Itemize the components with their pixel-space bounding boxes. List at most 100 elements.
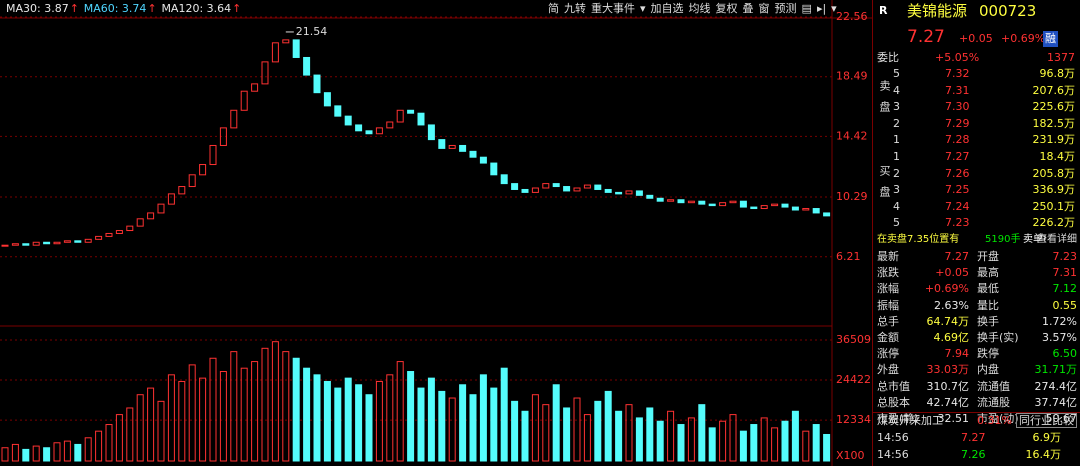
side-label: 卖盘 (873, 80, 891, 140)
price: 7.27 (907, 27, 945, 47)
candle (719, 202, 727, 207)
book-price: 7.28 (945, 133, 970, 147)
volume-bar (719, 420, 727, 462)
tick-row: 14:56 7.26 16.4万 (873, 447, 1080, 463)
volume-bar (313, 374, 321, 462)
volume-bar (490, 387, 498, 462)
toolbar-button[interactable]: ▸| (817, 2, 826, 15)
chart: MA30: 3.87 ↑ MA60: 3.74 ↑ MA120: 3.64 ↑ 简九转 重大事… (0, 0, 872, 466)
volume-bar (188, 364, 196, 462)
stat-value: 50.67 (1045, 412, 1078, 425)
volume-bar (323, 380, 331, 462)
volume-bar (136, 394, 144, 462)
tag: 融 (1043, 31, 1058, 47)
book-volume: 336.9万 (1032, 183, 1076, 197)
volume-bar (199, 377, 207, 462)
book-volume: 205.8万 (1032, 166, 1076, 180)
candle (240, 90, 248, 111)
stat-label: 振幅 (877, 298, 899, 312)
toolbar-button[interactable]: 重大事件 (591, 1, 635, 15)
candle (323, 92, 331, 107)
candle (84, 238, 92, 243)
stock-code: 000723 (979, 2, 1037, 20)
notice-text: 在卖盘7.35位置有 (877, 234, 960, 245)
industry-link[interactable]: 同行业比较 (1016, 413, 1077, 428)
book-price: 7.31 (945, 83, 970, 97)
candle (635, 190, 643, 196)
stat-label: 换手 (977, 314, 999, 328)
candle (677, 199, 685, 204)
candle (396, 109, 404, 123)
header: R 美锦能源 000723 (873, 3, 1080, 23)
stat-label: 换手(实) (977, 331, 1019, 344)
toolbar-button[interactable]: 预测 (775, 2, 797, 15)
book-volume: 207.6万 (1032, 83, 1076, 97)
stat-label: 金额 (877, 331, 899, 344)
candle (11, 243, 19, 246)
candle (583, 184, 591, 189)
toolbar-button[interactable]: 均线 (689, 1, 711, 15)
volume-bar (105, 424, 113, 462)
volume-bar (698, 404, 706, 462)
volume-bar (531, 394, 539, 462)
toolbar-button[interactable]: ▾ (640, 2, 646, 15)
candle (708, 203, 716, 207)
volume-bar (219, 371, 227, 462)
toolbar-button[interactable]: 加自选 (651, 2, 684, 15)
book-volume: 182.5万 (1032, 116, 1076, 130)
notice-link[interactable]: 查看详细 (1037, 234, 1077, 245)
tick-time: 14:56 (877, 447, 909, 461)
candle (427, 124, 435, 141)
y-tick-label: 14.42 (836, 129, 868, 142)
volume-bar (448, 397, 456, 462)
candle (729, 200, 737, 204)
book-price: 7.32 (945, 67, 970, 80)
book-row: 5 7.23 226.2万 (873, 215, 1080, 231)
stat-value: 32.51 (937, 412, 970, 425)
toolbar-button[interactable]: 九转 (564, 1, 586, 15)
notice-alert: 卖单! (1023, 234, 1048, 245)
candle (147, 212, 155, 220)
toolbar-button[interactable]: 简 (548, 1, 559, 15)
ma-arrow: ↑ (147, 2, 156, 15)
candle (802, 208, 810, 211)
candle (126, 225, 134, 232)
candle (209, 144, 217, 166)
volume-bar (687, 417, 695, 462)
volume-bar (781, 420, 789, 462)
candle (604, 188, 612, 193)
stat-label: 最新 (877, 250, 899, 263)
candle (136, 218, 144, 227)
toolbar-button[interactable]: ▤ (802, 2, 812, 15)
stat-value: 7.23 (1052, 250, 1078, 263)
toolbar-button[interactable]: 叠 (743, 2, 754, 15)
candle (448, 144, 456, 149)
stat-value: 37.74亿 (1034, 395, 1078, 409)
stat-value: 6.50 (1052, 347, 1078, 361)
toolbar-button[interactable]: ▾ (831, 2, 837, 15)
price-row: 7.27 +0.05 +0.69% 融 (873, 27, 1080, 49)
book-row: 4 7.24 250.1万 (873, 199, 1080, 215)
candle (365, 130, 373, 135)
stat-value: 7.94 (944, 347, 970, 361)
volume-bar (147, 387, 155, 462)
candle (438, 139, 446, 149)
volume-bar (251, 361, 259, 462)
side-label: 卖盘 (878, 80, 891, 122)
candle (313, 74, 321, 94)
toolbar-button[interactable]: 复权 (716, 1, 738, 15)
volume-bar (823, 433, 831, 462)
candle (188, 174, 196, 188)
level: 4 (893, 199, 900, 213)
volume-bar (500, 367, 508, 462)
volume-bar (209, 357, 217, 462)
candle (95, 235, 103, 240)
volume-bar (583, 414, 591, 462)
toolbar-button[interactable]: 窗 (759, 1, 770, 15)
stock-name: 美锦能源 (907, 2, 968, 20)
candle (230, 109, 238, 129)
level: 4 (893, 83, 900, 97)
volume-bar (365, 394, 373, 462)
book-row: 4 7.31 207.6万 (873, 83, 1080, 99)
candle (115, 230, 123, 234)
